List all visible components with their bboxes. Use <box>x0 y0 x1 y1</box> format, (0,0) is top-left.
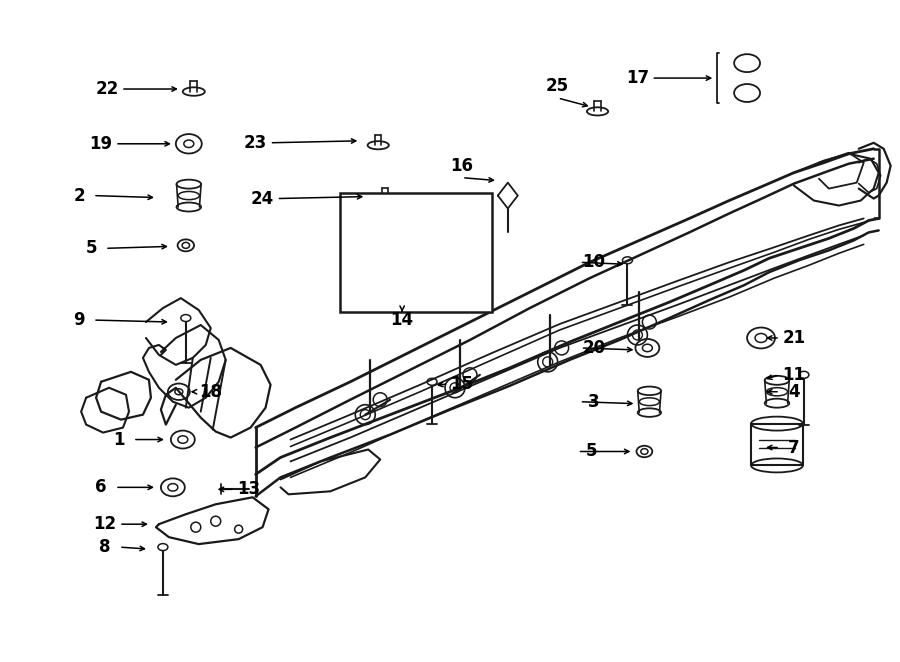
Text: 12: 12 <box>94 515 117 533</box>
Text: 18: 18 <box>199 383 222 401</box>
Text: 4: 4 <box>788 383 800 401</box>
Text: 5: 5 <box>86 240 97 258</box>
Text: 9: 9 <box>73 311 85 329</box>
Text: 3: 3 <box>588 393 599 410</box>
Text: 24: 24 <box>251 189 274 208</box>
Text: 10: 10 <box>582 254 605 271</box>
Text: 25: 25 <box>546 77 569 95</box>
Text: 19: 19 <box>89 135 112 153</box>
Text: 7: 7 <box>788 438 800 457</box>
Text: 1: 1 <box>113 430 125 449</box>
Text: 6: 6 <box>95 479 107 496</box>
Text: 5: 5 <box>586 442 598 461</box>
Text: 23: 23 <box>244 134 267 152</box>
Bar <box>340 193 492 312</box>
Text: 20: 20 <box>583 339 606 357</box>
Text: 2: 2 <box>73 187 85 205</box>
Text: 17: 17 <box>626 69 649 87</box>
Text: 21: 21 <box>782 329 806 347</box>
Text: 14: 14 <box>391 311 414 329</box>
Text: 13: 13 <box>237 481 260 498</box>
Text: 15: 15 <box>451 375 473 393</box>
Text: 8: 8 <box>99 538 111 556</box>
Text: 11: 11 <box>782 366 806 384</box>
Text: 22: 22 <box>95 80 119 98</box>
Text: 16: 16 <box>451 157 473 175</box>
